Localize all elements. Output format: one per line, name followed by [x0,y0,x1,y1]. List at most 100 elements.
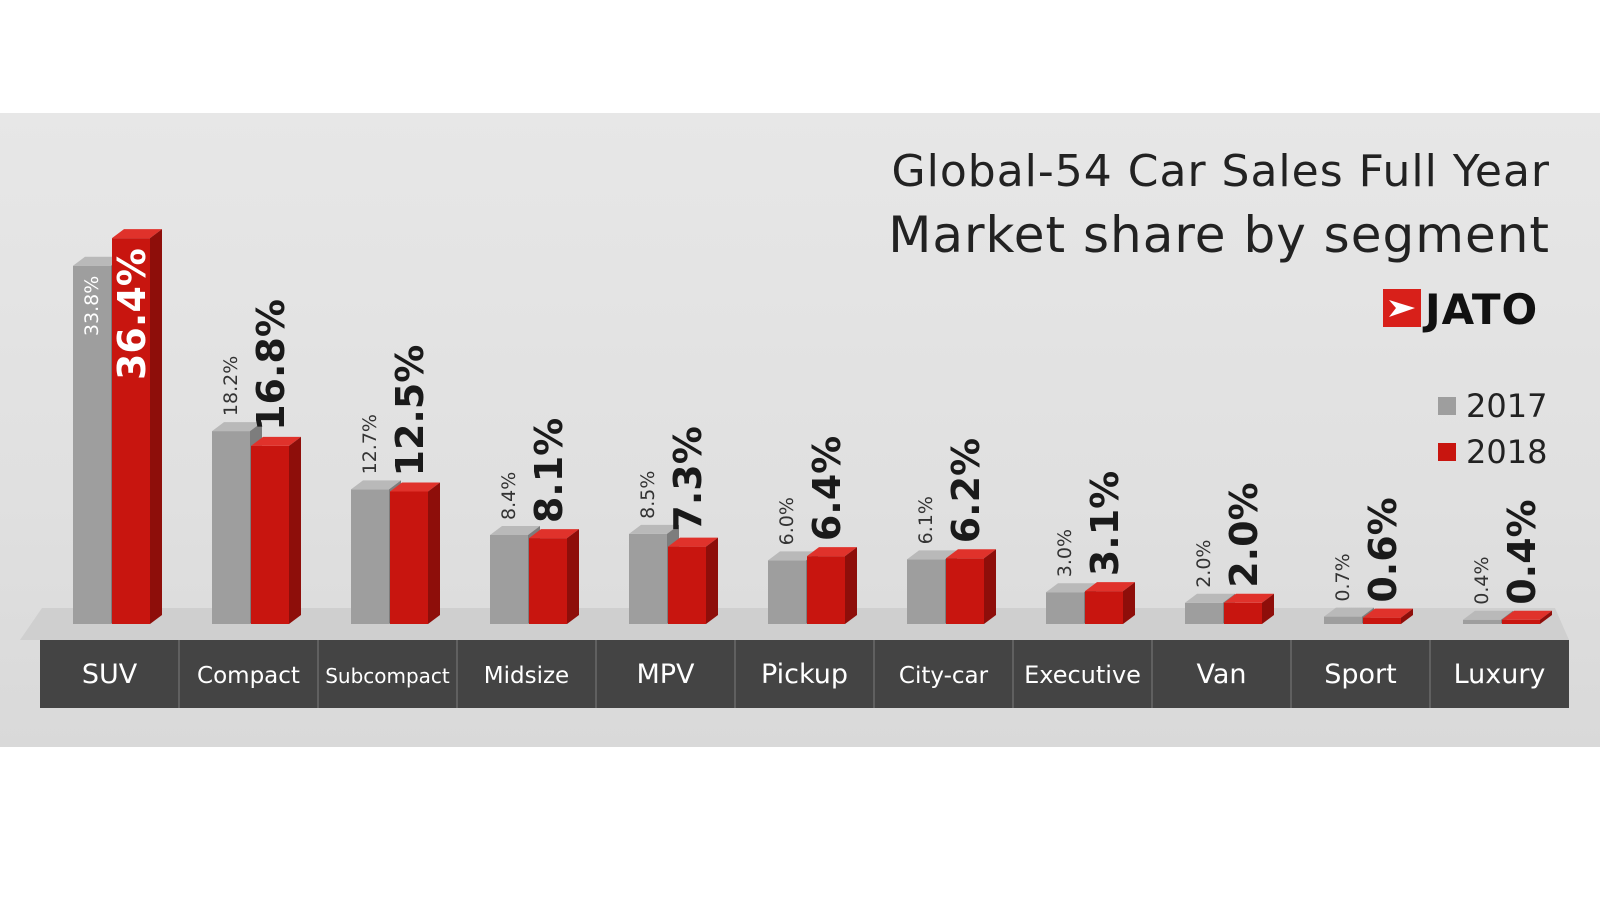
bar-2018-mpv-top [668,537,718,547]
bar-2017-compact [212,431,250,624]
bar-2018-compact-top [251,436,301,446]
bar-2017-van-top [1185,593,1235,603]
value-label-2017-subcompact: 12.7% [359,414,381,474]
category-label-luxury: Luxury [1454,659,1546,690]
bar-2018-compact [251,445,289,624]
legend-swatch-2017 [1438,397,1456,415]
bar-2018-sport [1363,617,1401,624]
logo-text: JATO [1425,285,1539,334]
category-label-pickup: Pickup [761,659,848,690]
bar-2018-van [1224,602,1262,624]
bar-2018-executive-top [1085,582,1135,592]
bar-2017-luxury [1463,619,1501,624]
value-label-2017-city-car: 6.1% [915,496,937,544]
legend: 2017 2018 [1438,383,1547,475]
jato-arrow-icon [1383,288,1421,331]
bar-2018-luxury-side [1540,610,1552,624]
bar-2018-suv [112,238,150,624]
chart-subtitle: Market share by segment [888,206,1550,264]
bar-2018-midsize [529,538,567,624]
bar-2017-van [1185,602,1223,624]
bar-2018-executive-side [1123,582,1135,624]
bar-2017-luxury-top [1463,610,1513,620]
bar-2017-suv [73,265,111,624]
bar-2018-luxury [1502,619,1540,624]
bar-2018-midsize-top [529,529,579,539]
bar-2018-sport-side [1401,608,1413,624]
value-label-2017-mpv: 8.5% [637,471,659,519]
bar-2018-sport-top [1363,608,1413,618]
legend-swatch-2018 [1438,443,1456,461]
value-label-2018-executive: 3.1% [1083,471,1127,576]
legend-label-2018: 2018 [1466,433,1548,471]
category-label-city-car: City-car [899,663,989,689]
value-label-2017-sport: 0.7% [1332,553,1354,601]
bar-2017-compact-top [212,422,262,432]
value-label-2018-city-car: 6.2% [944,438,988,543]
bar-2018-executive [1085,591,1123,624]
category-label-subcompact: Subcompact [325,664,450,688]
value-label-2018-mpv: 7.3% [666,426,710,531]
bar-2018-compact-side [289,436,301,624]
bar-2017-midsize [490,534,528,624]
value-label-2018-luxury: 0.4% [1500,499,1544,604]
bar-2018-city-car [946,558,984,624]
value-label-2018-van: 2.0% [1222,482,1266,587]
legend-item-2018: 2018 [1438,429,1547,475]
bar-2018-subcompact-side [428,482,440,624]
bar-2018-city-car-side [984,549,996,624]
category-label-executive: Executive [1024,661,1141,689]
value-label-2017-executive: 3.0% [1054,529,1076,577]
value-label-2018-compact: 16.8% [249,299,293,431]
bar-2017-pickup-top [768,551,818,561]
category-label-mpv: MPV [636,659,695,690]
legend-label-2017: 2017 [1466,387,1548,425]
bar-2018-luxury-top [1502,610,1552,620]
bar-2017-mpv [629,533,667,624]
value-label-2017-pickup: 6.0% [776,497,798,545]
bar-2018-mpv [668,546,706,624]
bar-2017-executive-top [1046,583,1096,593]
bar-2018-suv-side [150,229,162,624]
value-label-2018-pickup: 6.4% [805,436,849,541]
bar-2017-city-car [907,559,945,624]
bar-2017-subcompact [351,489,389,624]
bar-2018-subcompact-top [390,482,440,492]
bar-2017-pickup [768,560,806,624]
category-label-bar [40,640,1569,708]
bar-2018-mpv-side [706,537,718,624]
legend-item-2017: 2017 [1438,383,1547,429]
bar-2018-pickup-side [845,547,857,624]
bar-2018-van-side [1262,593,1274,624]
bar-2017-midsize-top [490,525,540,535]
value-label-2017-suv: 33.8% [81,276,103,336]
value-label-2018-suv: 36.4% [110,248,154,380]
value-label-2018-midsize: 8.1% [527,418,571,523]
value-label-2017-van: 2.0% [1193,540,1215,588]
bar-2018-subcompact [390,491,428,624]
bar-2017-sport [1324,616,1362,624]
bar-2017-executive [1046,592,1084,624]
category-label-sport: Sport [1324,659,1396,690]
bar-2018-van-top [1224,593,1274,603]
bar-2017-sport-top [1324,607,1374,617]
chart-title: Global-54 Car Sales Full Year [891,146,1550,197]
bar-2018-city-car-top [946,549,996,559]
value-label-2018-subcompact: 12.5% [388,345,432,477]
bar-2017-city-car-top [907,550,957,560]
category-label-van: Van [1196,659,1246,690]
bar-2017-suv-top [73,256,123,266]
category-label-suv: SUV [82,659,138,690]
value-label-2018-sport: 0.6% [1361,497,1405,602]
bar-2018-pickup-top [807,547,857,557]
category-label-midsize: Midsize [484,663,569,689]
bar-2018-pickup [807,556,845,624]
bar-2018-suv-top [112,229,162,239]
bar-2018-midsize-side [567,529,579,624]
value-label-2017-luxury: 0.4% [1471,556,1493,604]
value-label-2017-midsize: 8.4% [498,472,520,520]
jato-logo: JATO [1383,285,1538,334]
bar-2017-mpv-top [629,524,679,534]
bar-2017-subcompact-top [351,480,401,490]
